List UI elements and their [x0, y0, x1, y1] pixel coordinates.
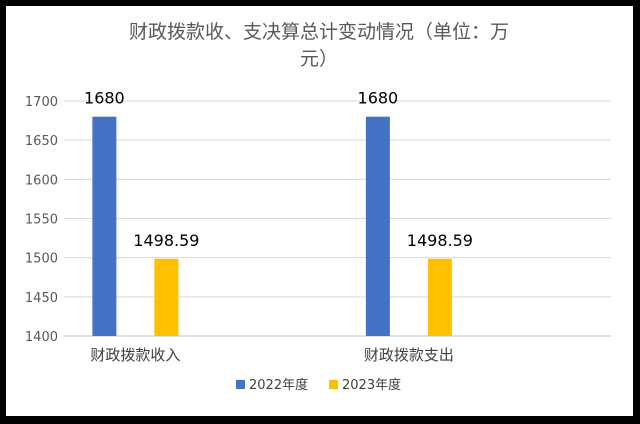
- x-category-label-1: 财政拨款收入: [90, 346, 180, 364]
- data-label-2-series-1: 1680: [358, 89, 399, 108]
- y-tick-label-1450: 1450: [25, 291, 58, 306]
- bar-1-series-1: [92, 116, 117, 337]
- data-label-2-series-2: 1498.59: [407, 231, 473, 250]
- bar-2-series-2: [427, 258, 452, 336]
- x-category-label-2: 财政拨款支出: [364, 346, 454, 364]
- y-tick-label-1700: 1700: [25, 95, 58, 110]
- y-tick-label-1600: 1600: [25, 173, 58, 188]
- gridlines: [64, 100, 611, 337]
- legend-label-1: 2022年度: [249, 377, 308, 393]
- legend: 2022年度 2023年度: [236, 377, 401, 393]
- bars: 1680 1498.59 1680 1498.59: [84, 89, 473, 337]
- legend-swatch-1: [236, 380, 245, 389]
- data-label-1-series-2: 1498.59: [133, 231, 199, 250]
- y-tick-label-1500: 1500: [25, 252, 58, 267]
- legend-label-2: 2023年度: [342, 377, 401, 393]
- legend-swatch-2: [329, 380, 338, 389]
- chart-title-line-1: 财政拨款收、支决算总计变动情况（单位：万: [129, 21, 509, 43]
- chart-title-line-2: 元）: [300, 48, 338, 70]
- bar-chart: 财政拨款收、支决算总计变动情况（单位：万 元） 1400 1450 1500 1550…: [25, 21, 611, 393]
- bar-2-series-1: [365, 116, 390, 337]
- y-axis: 1400 1450 1500 1550 1600 1650 1700: [25, 95, 58, 345]
- y-tick-label-1400: 1400: [25, 330, 58, 345]
- bar-1-series-2: [154, 258, 179, 336]
- x-axis: 财政拨款收入 财政拨款支出: [90, 346, 454, 364]
- y-tick-label-1650: 1650: [25, 134, 58, 149]
- y-tick-label-1550: 1550: [25, 213, 58, 228]
- data-label-1-series-1: 1680: [84, 89, 125, 108]
- chart-card: 财政拨款收、支决算总计变动情况（单位：万 元） 1400 1450 1500 1550…: [6, 6, 633, 416]
